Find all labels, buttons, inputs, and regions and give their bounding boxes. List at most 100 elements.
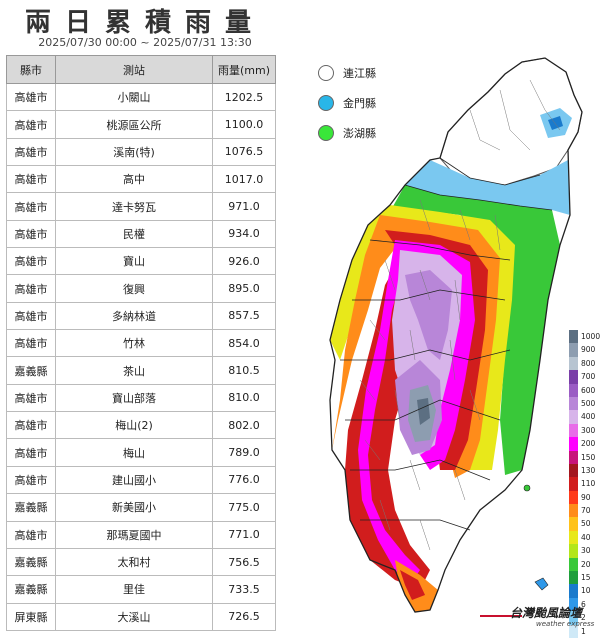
colorbar-segment [569,490,578,505]
cell-county: 高雄市 [6,192,56,221]
cell-station: 達卡努瓦 [55,192,213,221]
table-row: 高雄市 寶山部落 810.0 [6,383,276,413]
cell-rain: 756.5 [212,547,276,577]
cell-county: 嘉義縣 [6,356,56,385]
map-island-lanyu [534,577,549,591]
table-row: 高雄市 高中 1017.0 [6,165,276,194]
table-row: 高雄市 建山國小 776.0 [6,465,276,495]
colorbar [569,330,578,638]
table-row: 高雄市 復興 895.0 [6,274,276,303]
cell-station: 梅山 [55,438,213,467]
map-band-red [345,230,488,590]
colorbar-segment [569,571,578,585]
table-row: 高雄市 梅山(2) 802.0 [6,411,276,440]
colorbar-segment [569,530,578,545]
map-island-green [523,484,531,492]
colorbar-segment [569,477,578,491]
table-header-row: 縣市 測站 雨量(mm) [6,55,276,84]
map-band-gray-core [408,385,436,442]
island-legend-item: 連江縣 [318,58,376,88]
cell-rain: 1076.5 [212,137,276,167]
colorbar-segment [569,423,578,438]
cell-county: 高雄市 [6,520,56,549]
table-row: 高雄市 竹林 854.0 [6,329,276,358]
cell-county: 高雄市 [6,301,56,331]
cell-county: 高雄市 [6,383,56,413]
map-township-boundary [359,79,561,551]
table-row: 嘉義縣 新美國小 775.0 [6,493,276,522]
colorbar-labels: 1000 900 800 700 600 500 400 300 200 150 130 110 90 7… [581,330,600,638]
colorbar-segment [569,584,578,598]
map-south-tip [395,560,438,612]
time-range: 2025/07/30 00:00 ~ 2025/07/31 13:30 [38,36,252,49]
colorbar-segment [569,437,578,451]
colorbar-tick-label: 150 [581,452,596,462]
brand-name: 台灣颱風論壇 [510,606,583,620]
colorbar-tick-label: 6 [581,599,586,609]
cell-rain: 934.0 [212,219,276,249]
colorbar-tick-label: 2 [581,613,586,623]
colorbar-tick-label: 1000 [581,332,601,341]
cell-station: 那瑪夏國中 [55,520,213,549]
map-band-purple [392,250,462,455]
cell-county: 高雄市 [6,219,56,249]
cell-station: 竹林 [55,329,213,358]
map-band-violet-south [395,360,442,455]
colorbar-tick-label: 70 [581,506,591,516]
cell-rain: 895.0 [212,274,276,303]
page-title: 兩日累積雨量 [24,8,265,38]
map-band-magenta [358,240,475,585]
colorbar-tick-label: 600 [581,385,596,395]
cell-county: 屏東縣 [6,602,56,631]
table-row: 高雄市 寶山 926.0 [6,247,276,276]
cell-rain: 1202.5 [212,82,276,112]
colorbar-tick-label: 130 [581,465,596,475]
colorbar-tick-label: 700 [581,372,596,382]
cell-rain: 810.0 [212,383,276,413]
column-header-station: 測站 [55,55,213,84]
colorbar-tick-label: 900 [581,345,596,355]
map-band-green [360,185,560,475]
brand-accent-line [480,615,522,617]
cell-station: 大溪山 [55,602,213,631]
colorbar-segment [569,517,578,531]
table-row: 高雄市 多納林道 857.5 [6,301,276,331]
cell-rain: 810.5 [212,356,276,385]
colorbar-segment [569,396,578,411]
colorbar-tick-label: 30 [581,546,591,556]
cell-station: 桃源區公所 [55,110,213,139]
colorbar-segment [569,557,578,572]
cell-rain: 775.0 [212,493,276,522]
cell-rain: 789.0 [212,438,276,467]
column-header-rain: 雨量(mm) [212,55,276,84]
table-row: 嘉義縣 茶山 810.5 [6,356,276,385]
cell-county: 高雄市 [6,274,56,303]
cell-station: 復興 [55,274,213,303]
island-legend: 連江縣 金門縣 澎湖縣 [318,58,376,148]
map-northeast-rain-core [548,116,563,130]
legend-dot-icon [318,125,334,141]
table-row: 高雄市 民權 934.0 [6,219,276,249]
map-band-yellow [330,205,515,470]
colorbar-segment [569,383,578,397]
colorbar-tick-label: 90 [581,492,591,502]
cell-county: 高雄市 [6,82,56,112]
table-row: 高雄市 達卡努瓦 971.0 [6,192,276,221]
table-row: 高雄市 那瑪夏國中 771.0 [6,520,276,549]
cell-rain: 926.0 [212,247,276,276]
map-north-region [439,57,583,186]
cell-county: 高雄市 [6,165,56,194]
colorbar-tick-label: 200 [581,439,596,449]
colorbar-segment [569,330,578,344]
table-row: 高雄市 溪南(特) 1076.5 [6,137,276,167]
cell-station: 小關山 [55,82,213,112]
colorbar-segment [569,356,578,371]
colorbar-tick-label: 800 [581,358,596,368]
colorbar-tick-label: 20 [581,559,591,569]
cell-county: 高雄市 [6,438,56,467]
table-row: 屏東縣 大溪山 726.5 [6,602,276,631]
cell-station: 茶山 [55,356,213,385]
colorbar-tick-label: 10 [581,586,591,596]
cell-station: 溪南(特) [55,137,213,167]
table-row: 嘉義縣 太和村 756.5 [6,547,276,577]
